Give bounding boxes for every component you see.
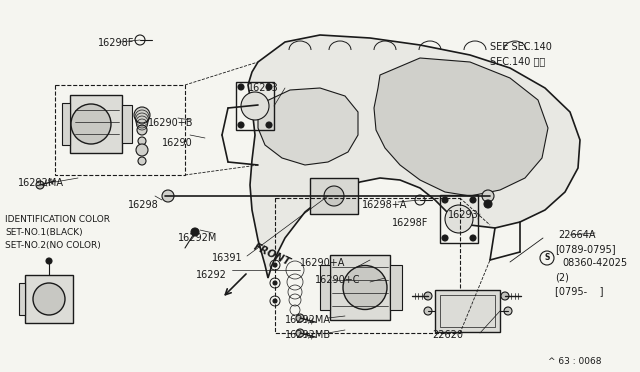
Text: 16293: 16293 (248, 83, 279, 93)
Text: 22620: 22620 (432, 330, 463, 340)
Circle shape (470, 197, 476, 203)
Circle shape (134, 107, 150, 123)
Circle shape (33, 283, 65, 315)
Bar (440, 295, 495, 327)
Bar (122, 105, 132, 143)
Circle shape (470, 235, 476, 241)
Text: 22664A: 22664A (558, 230, 595, 240)
Text: SEE SEC.140: SEE SEC.140 (490, 42, 552, 52)
Circle shape (162, 190, 174, 202)
Text: ^ 63 : 0068: ^ 63 : 0068 (548, 357, 602, 366)
Circle shape (273, 299, 277, 303)
Circle shape (238, 84, 244, 90)
Text: 16290+B: 16290+B (148, 118, 193, 128)
Bar (330, 255, 390, 320)
Bar (320, 265, 330, 310)
Text: 16292MA: 16292MA (18, 178, 64, 188)
Text: S: S (544, 253, 550, 263)
Circle shape (504, 307, 512, 315)
Polygon shape (248, 35, 580, 278)
Text: 16292MA: 16292MA (285, 315, 331, 325)
Text: 16290+C: 16290+C (315, 275, 360, 285)
Bar (440, 195, 478, 243)
Circle shape (136, 144, 148, 156)
Circle shape (442, 235, 448, 241)
Bar (25, 275, 73, 323)
Bar (236, 82, 274, 130)
Text: [0795-    ]: [0795- ] (555, 286, 604, 296)
Text: 16292M: 16292M (178, 233, 218, 243)
Bar (435, 290, 500, 332)
Text: 16298+A: 16298+A (362, 200, 408, 210)
Text: 16290: 16290 (162, 138, 193, 148)
Bar (19, 283, 25, 315)
Text: 08360-42025: 08360-42025 (562, 258, 627, 268)
Circle shape (442, 197, 448, 203)
Circle shape (445, 205, 473, 233)
Circle shape (482, 190, 494, 202)
Circle shape (137, 125, 147, 135)
Circle shape (273, 263, 277, 267)
Text: SET-NO.2(NO COLOR): SET-NO.2(NO COLOR) (5, 241, 100, 250)
Text: 16391: 16391 (212, 253, 243, 263)
Circle shape (266, 84, 272, 90)
Bar (390, 265, 402, 310)
Text: 16298F: 16298F (392, 218, 428, 228)
Text: 16293: 16293 (448, 210, 479, 220)
Circle shape (71, 104, 111, 144)
Circle shape (484, 200, 492, 208)
Polygon shape (258, 88, 358, 165)
Bar (310, 178, 358, 214)
Circle shape (238, 122, 244, 128)
Circle shape (324, 186, 344, 206)
Polygon shape (374, 58, 548, 196)
Text: FRONT: FRONT (252, 242, 292, 268)
Circle shape (36, 181, 44, 189)
Text: SEC.140 参照: SEC.140 参照 (490, 56, 545, 66)
Circle shape (138, 137, 146, 145)
Circle shape (241, 92, 269, 120)
Circle shape (273, 281, 277, 285)
Circle shape (424, 307, 432, 315)
Circle shape (343, 266, 387, 310)
Bar (70, 95, 122, 153)
Text: (2): (2) (555, 272, 569, 282)
Text: SET-NO.1(BLACK): SET-NO.1(BLACK) (5, 228, 83, 237)
Text: IDENTIFICATION COLOR: IDENTIFICATION COLOR (5, 215, 110, 224)
Circle shape (296, 314, 304, 322)
Text: 16292MB: 16292MB (285, 330, 331, 340)
Circle shape (46, 258, 52, 264)
Text: 16290+A: 16290+A (300, 258, 346, 268)
Circle shape (191, 228, 199, 236)
Text: [0789-0795]: [0789-0795] (555, 244, 616, 254)
Circle shape (296, 329, 304, 337)
Bar (275, 198, 460, 333)
Circle shape (138, 157, 146, 165)
Bar (62, 103, 70, 145)
Circle shape (501, 292, 509, 300)
Text: 16292: 16292 (196, 270, 227, 280)
Circle shape (424, 292, 432, 300)
Text: 16298F: 16298F (98, 38, 134, 48)
Text: 16298: 16298 (128, 200, 159, 210)
Circle shape (266, 122, 272, 128)
Bar (55, 85, 185, 175)
